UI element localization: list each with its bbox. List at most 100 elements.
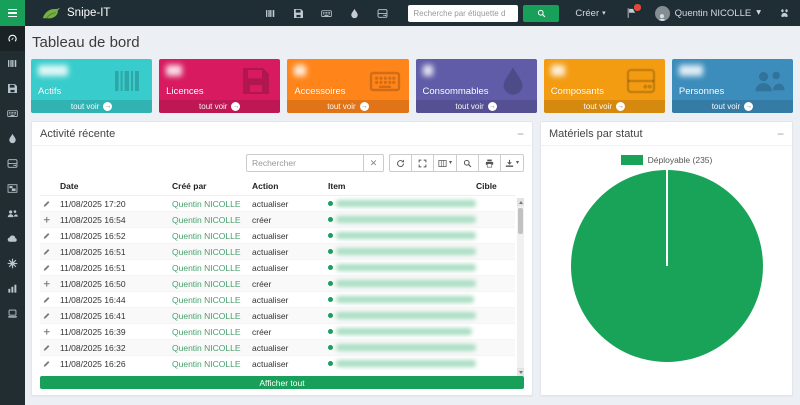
- users-icon: [7, 208, 18, 219]
- activity-date: 11/08/2025 17:20: [60, 198, 126, 209]
- card-view-all-link[interactable]: tout voir →: [543, 100, 665, 113]
- activity-item-link[interactable]: [328, 216, 476, 223]
- asset-tag-search-input[interactable]: [408, 4, 519, 22]
- item-name-blurred: [336, 280, 476, 287]
- column-header[interactable]: Item: [328, 181, 346, 191]
- recent-activity-title: Activité récente: [40, 127, 116, 140]
- chart-legend[interactable]: Déployable (235): [541, 155, 792, 165]
- cloud-icon: [7, 233, 18, 244]
- sidebar-item-licenses[interactable]: [0, 76, 25, 101]
- activity-search-input[interactable]: [245, 154, 364, 172]
- print-button[interactable]: [477, 154, 501, 172]
- activity-row: 11/08/2025 16:54 Quentin NICOLLE créer: [40, 212, 515, 228]
- activity-item-link[interactable]: [328, 200, 476, 207]
- column-header[interactable]: Créé par: [172, 181, 207, 191]
- hdd-icon: [7, 158, 18, 169]
- components-icon[interactable]: [368, 0, 396, 26]
- consumables-icon[interactable]: [340, 0, 368, 26]
- sidebar-item-accessories[interactable]: [0, 101, 25, 126]
- activity-item-link[interactable]: [328, 232, 476, 239]
- status-dot-icon: [328, 281, 333, 286]
- admin-shortcut-icon[interactable]: [779, 8, 790, 19]
- status-dot-icon: [328, 297, 333, 302]
- zoom-button[interactable]: [455, 154, 479, 172]
- status-dot-icon: [328, 249, 333, 254]
- sidebar-item-settings[interactable]: [0, 251, 25, 276]
- droplet-icon: [496, 65, 530, 97]
- fullscreen-button[interactable]: [410, 154, 434, 172]
- show-all-button[interactable]: Afficher tout: [40, 376, 524, 389]
- activity-user-link[interactable]: Quentin NICOLLE: [172, 326, 241, 337]
- card-view-all-link[interactable]: tout voir →: [159, 100, 281, 113]
- sidebar-item-people[interactable]: [0, 201, 25, 226]
- top-navbar: Snipe-IT Créer ▾ Quentin NICOLLE ▾: [0, 0, 800, 26]
- alerts-flag-button[interactable]: [626, 3, 642, 19]
- card-view-all-link[interactable]: tout voir →: [671, 100, 794, 113]
- columns-button[interactable]: ▾: [432, 154, 457, 172]
- view-all-label: tout voir: [583, 102, 612, 111]
- card-licences[interactable]: Licences tout voir →: [159, 59, 281, 113]
- activity-row: 11/08/2025 16:26 Quentin NICOLLE actualise…: [40, 356, 515, 370]
- search-button[interactable]: [523, 4, 560, 22]
- collapse-button[interactable]: −: [516, 126, 524, 141]
- scroll-down-arrow[interactable]: [517, 368, 524, 376]
- create-dropdown[interactable]: Créer ▾: [575, 8, 605, 19]
- sidebar-item-import[interactable]: [0, 226, 25, 251]
- sidebar-item-components[interactable]: [0, 151, 25, 176]
- activity-item-link[interactable]: [328, 248, 476, 255]
- card-composants[interactable]: Composants tout voir →: [543, 59, 665, 113]
- sidebar-item-dashboard[interactable]: [0, 26, 25, 51]
- activity-item-link[interactable]: [328, 296, 476, 303]
- activity-user-link[interactable]: Quentin NICOLLE: [172, 198, 241, 209]
- assets-icon[interactable]: [256, 0, 284, 26]
- collapse-button[interactable]: −: [776, 126, 784, 141]
- sidebar-item-reports[interactable]: [0, 276, 25, 301]
- sidebar-toggle-button[interactable]: [0, 0, 25, 26]
- column-header[interactable]: Date: [60, 181, 79, 191]
- card-view-all-link[interactable]: tout voir →: [287, 100, 409, 113]
- scrollbar-thumb[interactable]: [518, 208, 523, 234]
- user-menu[interactable]: Quentin NICOLLE ▾: [654, 5, 761, 21]
- card-accessoires[interactable]: Accessoires tout voir →: [287, 59, 409, 113]
- scroll-up-arrow[interactable]: [517, 198, 524, 206]
- activity-item-link[interactable]: [328, 344, 476, 351]
- card-view-all-link[interactable]: tout voir →: [31, 100, 153, 113]
- activity-row: 11/08/2025 16:41 Quentin NICOLLE actualise…: [40, 308, 515, 324]
- activity-item-link[interactable]: [328, 280, 476, 287]
- sidebar-item-requestable[interactable]: [0, 301, 25, 326]
- activity-item-link[interactable]: [328, 360, 476, 367]
- activity-item-link[interactable]: [328, 328, 476, 335]
- activity-item-link[interactable]: [328, 264, 476, 271]
- sidebar-item-assets[interactable]: [0, 51, 25, 76]
- activity-user-link[interactable]: Quentin NICOLLE: [172, 342, 241, 353]
- card-personnes[interactable]: Personnes tout voir →: [671, 59, 794, 113]
- card-view-all-link[interactable]: tout voir →: [415, 100, 537, 113]
- activity-user-link[interactable]: Quentin NICOLLE: [172, 294, 241, 305]
- brand[interactable]: Snipe-IT: [41, 6, 110, 21]
- activity-user-link[interactable]: Quentin NICOLLE: [172, 214, 241, 225]
- activity-user-link[interactable]: Quentin NICOLLE: [172, 262, 241, 273]
- clear-search-button[interactable]: ✕: [363, 154, 384, 172]
- activity-user-link[interactable]: Quentin NICOLLE: [172, 310, 241, 321]
- activity-user-link[interactable]: Quentin NICOLLE: [172, 358, 241, 369]
- card-actifs[interactable]: Actifs tout voir →: [31, 59, 153, 113]
- activity-item-link[interactable]: [328, 312, 476, 319]
- accessories-icon[interactable]: [312, 0, 340, 26]
- refresh-button[interactable]: [388, 154, 412, 172]
- card-count-blurred: [422, 65, 433, 76]
- card-consommables[interactable]: Consommables tout voir →: [415, 59, 537, 113]
- alerts-badge: [632, 3, 642, 12]
- table-scrollbar[interactable]: [517, 198, 524, 376]
- export-button[interactable]: ▾: [499, 154, 524, 172]
- arrow-right-icon: →: [103, 102, 113, 111]
- column-header[interactable]: Cible: [476, 181, 497, 191]
- column-header[interactable]: Action: [252, 181, 279, 191]
- licenses-icon[interactable]: [284, 0, 312, 26]
- sidebar-item-consumables[interactable]: [0, 126, 25, 151]
- refresh-icon: [396, 159, 405, 168]
- activity-user-link[interactable]: Quentin NICOLLE: [172, 230, 241, 241]
- activity-user-link[interactable]: Quentin NICOLLE: [172, 246, 241, 257]
- sidebar-item-kits[interactable]: [0, 176, 25, 201]
- status-dot-icon: [328, 217, 333, 222]
- activity-user-link[interactable]: Quentin NICOLLE: [172, 278, 241, 289]
